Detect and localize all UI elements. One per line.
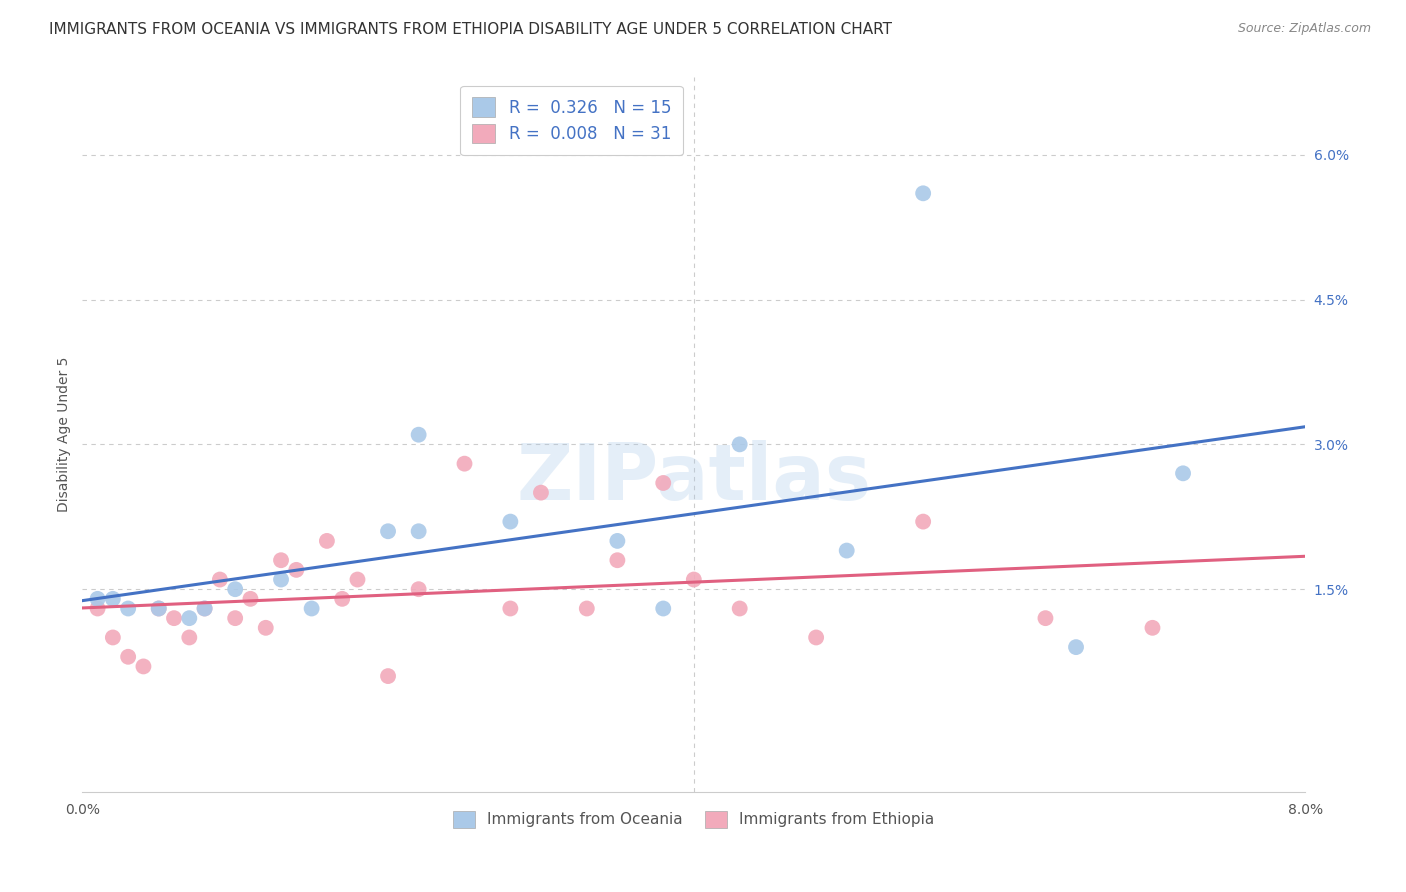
Point [682, 573, 704, 587]
Point [912, 515, 935, 529]
Point [499, 601, 522, 615]
Point [728, 437, 751, 451]
Point [239, 591, 262, 606]
Point [804, 631, 827, 645]
Point [377, 524, 399, 539]
Point [148, 601, 170, 615]
Text: Source: ZipAtlas.com: Source: ZipAtlas.com [1237, 22, 1371, 36]
Point [530, 485, 553, 500]
Point [101, 591, 124, 606]
Point [270, 573, 292, 587]
Point [1035, 611, 1057, 625]
Point [86, 591, 108, 606]
Point [652, 475, 675, 490]
Point [132, 659, 155, 673]
Point [101, 631, 124, 645]
Point [408, 427, 430, 442]
Point [330, 591, 353, 606]
Point [652, 601, 675, 615]
Point [179, 631, 201, 645]
Point [117, 601, 139, 615]
Point [575, 601, 598, 615]
Point [254, 621, 277, 635]
Text: IMMIGRANTS FROM OCEANIA VS IMMIGRANTS FROM ETHIOPIA DISABILITY AGE UNDER 5 CORRE: IMMIGRANTS FROM OCEANIA VS IMMIGRANTS FR… [49, 22, 893, 37]
Point [270, 553, 292, 567]
Point [912, 186, 935, 201]
Point [835, 543, 858, 558]
Point [163, 611, 186, 625]
Point [285, 563, 308, 577]
Point [1064, 640, 1087, 654]
Point [224, 582, 246, 597]
Point [499, 515, 522, 529]
Point [377, 669, 399, 683]
Point [728, 601, 751, 615]
Point [86, 601, 108, 615]
Point [224, 611, 246, 625]
Point [346, 573, 368, 587]
Point [301, 601, 323, 615]
Point [453, 457, 475, 471]
Point [194, 601, 217, 615]
Point [606, 533, 628, 548]
Point [1171, 467, 1194, 481]
Point [316, 533, 339, 548]
Text: ZIPatlas: ZIPatlas [516, 440, 872, 516]
Point [117, 649, 139, 664]
Point [194, 601, 217, 615]
Y-axis label: Disability Age Under 5: Disability Age Under 5 [58, 357, 72, 512]
Point [1142, 621, 1164, 635]
Point [208, 573, 231, 587]
Point [408, 582, 430, 597]
Legend: Immigrants from Oceania, Immigrants from Ethiopia: Immigrants from Oceania, Immigrants from… [447, 805, 941, 834]
Point [179, 611, 201, 625]
Point [606, 553, 628, 567]
Point [148, 601, 170, 615]
Point [408, 524, 430, 539]
